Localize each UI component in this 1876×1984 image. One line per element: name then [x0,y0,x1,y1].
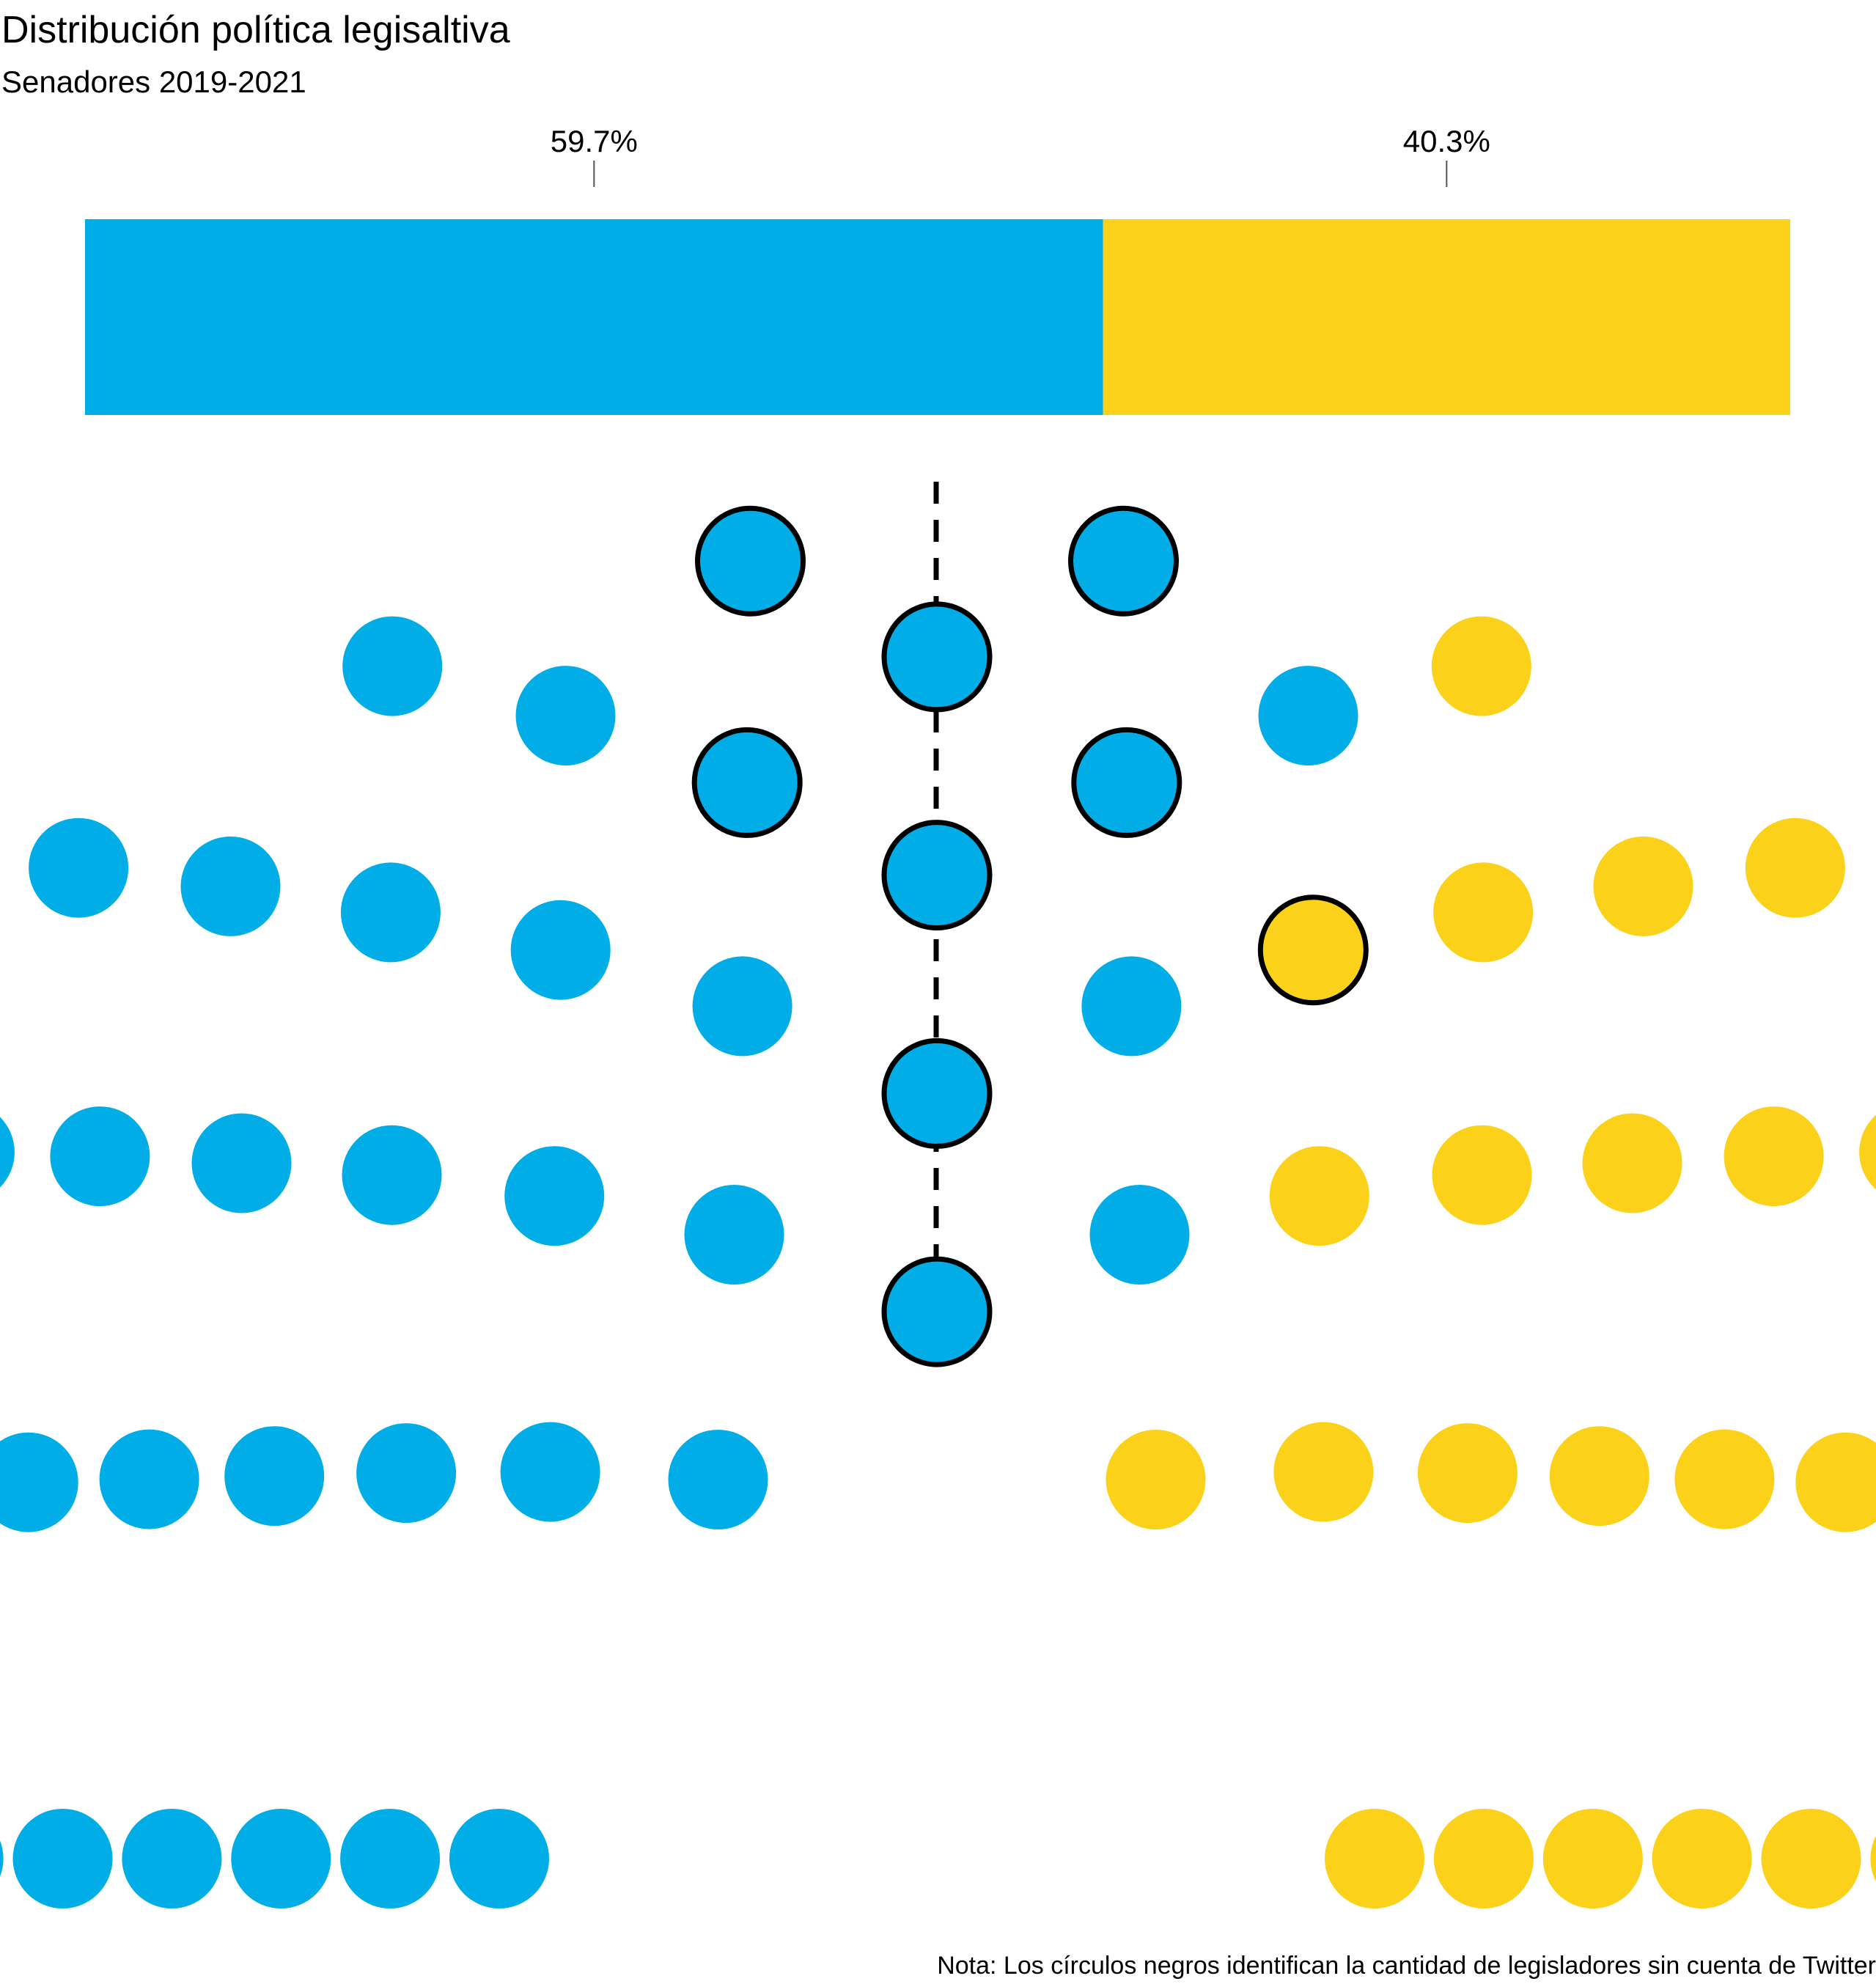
stacked-bar: 59.7% 40.3% [85,124,1790,415]
seat [1433,1809,1534,1908]
seat [1081,956,1182,1057]
seat [1745,818,1845,918]
seat [1870,1835,1876,1882]
seat-arc [0,616,1876,1908]
seat-no-twitter [1071,727,1182,838]
seat [692,956,792,1057]
footnote: Nota: Los círculos negros identifican la… [937,1952,1876,1980]
bar-segment-2 [1103,219,1790,415]
seat [1795,1432,1876,1532]
seat [1652,1809,1752,1908]
seat [0,1432,78,1532]
seat [1761,1809,1861,1908]
seat [504,1146,605,1246]
seat-no-twitter [691,727,803,838]
seat-no-twitter [695,505,806,617]
seat [191,1113,292,1213]
seat [1417,1423,1518,1524]
seat [122,1809,222,1908]
seat [224,1426,325,1526]
bar-label-2: 40.3% [1403,124,1490,158]
seat [1269,1146,1369,1246]
seat-no-twitter [1257,894,1369,1006]
seat [1431,616,1531,716]
seat [1432,1125,1532,1225]
seat [1258,666,1358,766]
seat [356,1423,457,1524]
seat [510,900,611,1000]
seat [231,1809,331,1908]
seat [1106,1430,1206,1529]
seat [1273,1422,1374,1522]
seat [1674,1429,1775,1529]
seat-no-twitter [881,1037,993,1149]
seat-no-twitter [1068,505,1179,617]
seat [1542,1809,1643,1908]
seat-outlines [691,505,1369,1367]
seat [449,1809,549,1908]
seat [12,1809,113,1908]
seat [1433,862,1534,963]
seat [180,836,281,936]
seat [1582,1113,1682,1213]
seat [340,1809,441,1908]
seat [1593,836,1693,936]
seat [99,1429,199,1529]
seat [1724,1106,1824,1207]
chart-subtitle: Senadores 2019-2021 [1,65,306,99]
seat [1859,1114,1876,1190]
seat [342,616,443,716]
seat [340,862,441,963]
seat [668,1430,768,1529]
seat [1089,1185,1190,1285]
seat [342,1125,442,1225]
seat-no-twitter [881,1256,993,1367]
bar-segment-1 [85,219,1103,415]
seat-no-twitter [881,820,993,931]
seat [1325,1809,1424,1908]
seat [1549,1426,1649,1526]
seat [500,1422,600,1522]
seat [29,818,129,918]
seat-no-twitter [881,601,993,713]
seat [684,1185,784,1285]
seat [50,1106,150,1207]
chart-title: Distribución política legisaltiva [1,9,510,51]
seat [0,1840,4,1877]
seat [0,1117,15,1188]
seat [515,666,616,766]
bar-label-1: 59.7% [551,124,638,158]
